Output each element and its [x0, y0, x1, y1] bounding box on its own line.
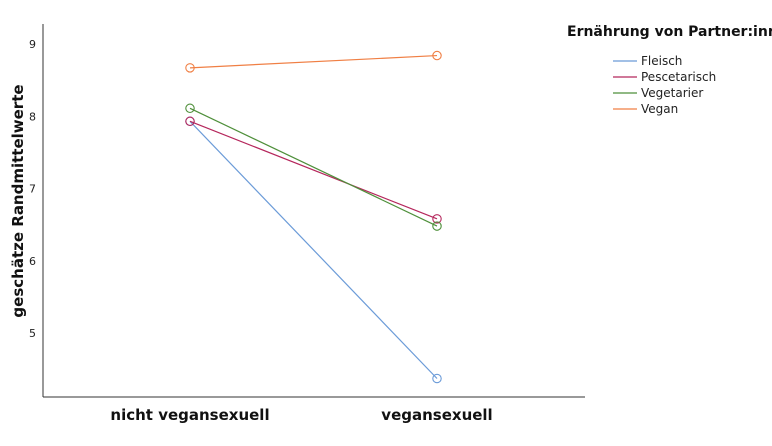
legend-item: Vegan	[613, 102, 678, 116]
data-point	[432, 50, 442, 61]
legend-label: Fleisch	[641, 54, 682, 68]
series-vegetarier	[185, 103, 442, 231]
data-point	[432, 221, 442, 231]
series-line	[189, 107, 438, 227]
series-line	[189, 54, 438, 69]
legend: Ernährung von Partner:innen Fleisch Pesce…	[567, 24, 772, 116]
x-tick-label: vegansexuell	[381, 406, 492, 424]
y-tick-label: 8	[29, 110, 36, 123]
data-point	[185, 103, 195, 114]
data-point	[432, 373, 442, 384]
legend-item: Vegetarier	[613, 86, 703, 100]
legend-label: Vegan	[641, 102, 678, 116]
series-pescetarisch	[185, 116, 442, 224]
y-tick-labels: 5 6 7 8 9	[29, 38, 36, 340]
x-tick-label: nicht vegansexuell	[110, 406, 269, 424]
x-tick-labels: nicht vegansexuell vegansexuell	[110, 406, 492, 424]
legend-item: Pescetarisch	[613, 70, 716, 84]
data-point	[432, 214, 442, 224]
y-tick-label: 6	[29, 255, 36, 268]
y-tick-label: 5	[29, 327, 36, 340]
data-point	[185, 116, 195, 127]
axes	[42, 24, 585, 398]
y-axis-title: geschätze Randmittelwerte	[9, 84, 27, 317]
legend-item: Fleisch	[613, 54, 682, 68]
y-tick-label: 7	[29, 183, 36, 196]
data-point	[185, 63, 195, 73]
series-line	[189, 120, 438, 220]
series-line	[189, 120, 438, 379]
y-tick-label: 9	[29, 38, 36, 51]
legend-items: Fleisch Pescetarisch Vegetarier Vegan	[613, 54, 716, 116]
series-vegan	[185, 50, 442, 73]
legend-label: Pescetarisch	[641, 70, 716, 84]
series-fleisch	[185, 116, 442, 384]
legend-label: Vegetarier	[641, 86, 703, 100]
legend-title: Ernährung von Partner:innen	[567, 24, 772, 40]
data-series	[185, 50, 442, 384]
